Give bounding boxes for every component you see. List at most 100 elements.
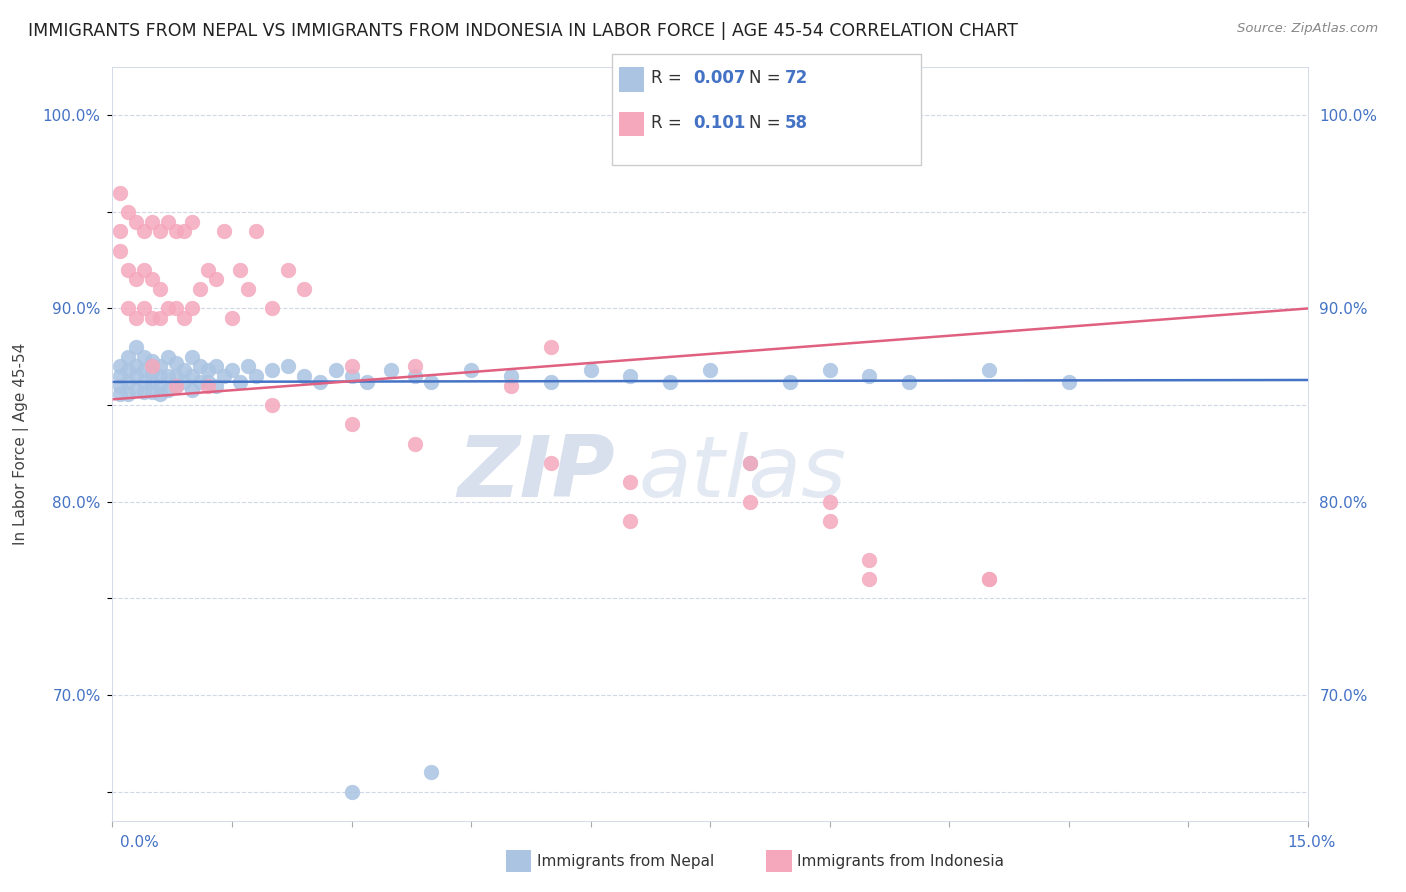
Point — [149, 311, 172, 326]
Point — [181, 350, 204, 364]
Point — [260, 363, 283, 377]
Point — [229, 375, 252, 389]
Text: 72: 72 — [785, 70, 808, 87]
Point — [380, 363, 402, 377]
Point — [659, 375, 682, 389]
Point — [110, 244, 132, 258]
Point — [499, 378, 522, 392]
Point — [977, 363, 1000, 377]
Text: N =: N = — [749, 70, 786, 87]
Point — [141, 384, 163, 399]
Point — [818, 514, 841, 528]
Point — [110, 224, 132, 238]
Point — [141, 359, 163, 374]
Text: 58: 58 — [785, 114, 807, 132]
Point — [619, 475, 641, 490]
Point — [125, 340, 148, 354]
Point — [205, 272, 228, 286]
Point — [165, 355, 187, 369]
Point — [197, 363, 219, 377]
Point — [699, 363, 721, 377]
Point — [188, 282, 211, 296]
Text: 0.0%: 0.0% — [120, 836, 159, 850]
Point — [738, 456, 761, 470]
Text: R =: R = — [651, 70, 688, 87]
Y-axis label: In Labor Force | Age 45-54: In Labor Force | Age 45-54 — [13, 343, 28, 545]
Point — [110, 386, 132, 401]
Point — [117, 262, 139, 277]
Point — [340, 784, 363, 798]
Point — [1057, 375, 1080, 389]
Point — [165, 224, 187, 238]
Point — [404, 436, 426, 450]
Point — [165, 378, 187, 392]
Point — [818, 494, 841, 508]
Point — [125, 214, 148, 228]
Point — [110, 359, 132, 374]
Point — [141, 375, 163, 389]
Point — [277, 359, 299, 374]
Point — [165, 301, 187, 316]
Point — [460, 363, 482, 377]
Point — [125, 383, 148, 397]
Point — [858, 369, 880, 384]
Point — [818, 363, 841, 377]
Point — [308, 375, 330, 389]
Point — [173, 375, 195, 389]
Text: N =: N = — [749, 114, 786, 132]
Point — [141, 214, 163, 228]
Point — [205, 378, 228, 392]
Text: 0.007: 0.007 — [693, 70, 745, 87]
Point — [157, 383, 180, 397]
Point — [141, 311, 163, 326]
Point — [134, 375, 156, 389]
Point — [340, 369, 363, 384]
Point — [149, 359, 172, 374]
Point — [110, 378, 132, 392]
Point — [134, 384, 156, 399]
Point — [173, 311, 195, 326]
Point — [779, 375, 801, 389]
Point — [149, 386, 172, 401]
Point — [404, 369, 426, 384]
Point — [134, 350, 156, 364]
Point — [260, 398, 283, 412]
Point — [236, 282, 259, 296]
Point — [117, 350, 139, 364]
Point — [540, 456, 562, 470]
Text: Immigrants from Nepal: Immigrants from Nepal — [537, 855, 714, 869]
Text: Source: ZipAtlas.com: Source: ZipAtlas.com — [1237, 22, 1378, 36]
Point — [125, 311, 148, 326]
Point — [181, 383, 204, 397]
Point — [188, 359, 211, 374]
Point — [898, 375, 921, 389]
Point — [134, 224, 156, 238]
Point — [141, 353, 163, 368]
Point — [619, 514, 641, 528]
Point — [277, 262, 299, 277]
Point — [125, 272, 148, 286]
Point — [499, 369, 522, 384]
Point — [134, 301, 156, 316]
Point — [858, 572, 880, 586]
Text: 15.0%: 15.0% — [1288, 836, 1336, 850]
Point — [229, 262, 252, 277]
Point — [292, 369, 315, 384]
Point — [173, 363, 195, 377]
Point — [404, 359, 426, 374]
Point — [977, 572, 1000, 586]
Point — [157, 214, 180, 228]
Point — [221, 363, 243, 377]
Point — [149, 378, 172, 392]
Point — [540, 375, 562, 389]
Point — [245, 369, 267, 384]
Point — [110, 369, 132, 384]
Point — [157, 350, 180, 364]
Point — [117, 204, 139, 219]
Point — [197, 375, 219, 389]
Point — [134, 262, 156, 277]
Point — [197, 262, 219, 277]
Point — [340, 359, 363, 374]
Point — [149, 282, 172, 296]
Point — [858, 552, 880, 566]
